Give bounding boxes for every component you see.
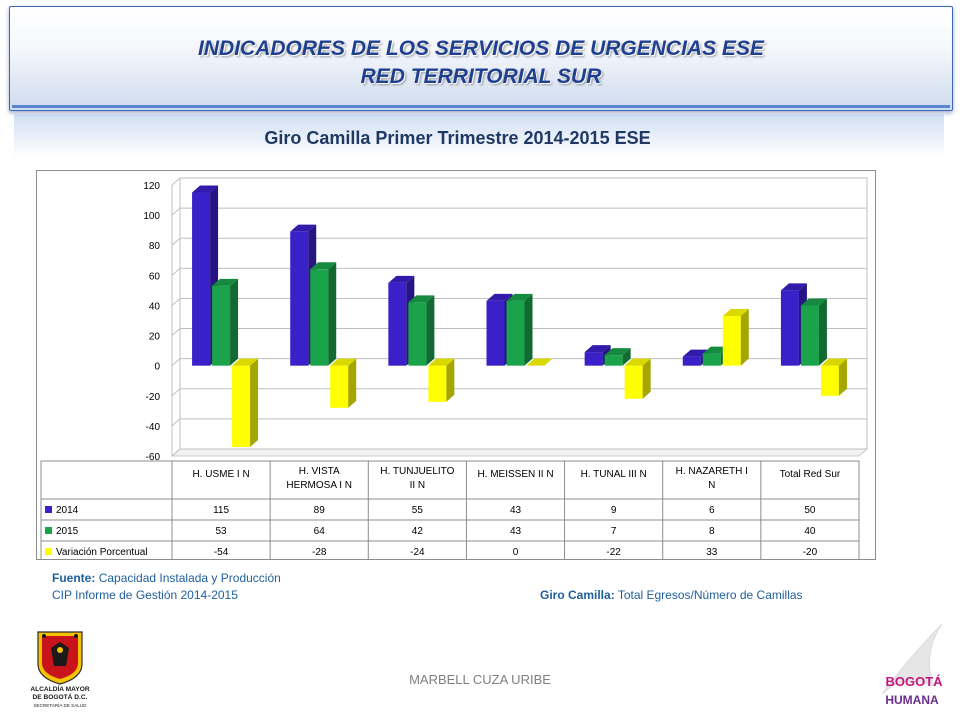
gridline-diagonal [171,418,181,427]
bar-variación-porcentual [722,308,749,366]
x-category-label: H. USME I N [192,469,249,480]
data-label: -22 [606,547,621,558]
banner-underline [12,105,950,108]
bar-variación-porcentual [330,358,357,408]
y-tick-label: 100 [143,211,160,222]
legend-key [45,506,52,513]
page-subtitle: RED TERRITORIAL SUR [360,65,602,88]
x-category-label: Total Red Sur [780,469,841,480]
data-label: 43 [510,505,522,516]
y-tick-label: 80 [149,241,161,252]
page-curl-icon: BOGOTÁ HUMANA [816,623,950,716]
data-label: 89 [314,505,326,516]
x-category-label: II N [410,480,426,491]
bar-variación-porcentual [526,358,553,366]
chart-floor [170,448,869,457]
source-note: Fuente: Capacidad Instalada y Producción [52,571,281,585]
logo-left-line1: ALCALDÍA MAYOR [30,684,89,693]
gridline-diagonal [171,388,181,397]
gridline-diagonal [171,328,181,336]
formula-note: Giro Camilla: Total Egresos/Número de Ca… [540,588,803,602]
data-label: 50 [804,505,816,516]
gridline-diagonal [171,267,181,276]
data-label: 55 [412,505,424,516]
legend-key [45,527,52,534]
data-label: 42 [412,526,424,537]
y-tick-label: -40 [146,422,161,433]
chart-area: -60 -40 -20 0 20 40 60 80 100 120 H. USME I N H. VI… [36,170,876,563]
data-label: 64 [314,526,326,537]
data-label: 40 [804,526,816,537]
bar-2015 [800,298,827,366]
legend-label: Variación Porcentual [56,547,148,558]
y-tick-label: 60 [149,271,161,282]
y-tick-label: 40 [149,301,161,312]
data-label: -28 [312,547,327,558]
bar-2015 [408,295,435,366]
bogota-humana-logo: BOGOTÁ HUMANA [812,623,954,716]
bar-variación-porcentual [232,358,259,447]
y-tick-label: -20 [146,392,161,403]
data-label: -54 [214,547,229,558]
data-label: 7 [611,526,617,537]
y-tick-label: -60 [146,452,161,463]
y-tick-label: 20 [149,332,161,343]
gridline-diagonal [171,177,181,186]
title-banner: INDICADORES DE LOS SERVICIOS DE URGENCIA… [9,6,953,111]
x-category-label: H. TUNJUELITO [380,466,454,477]
author-name: MARBELL CUZA URIBE [409,672,551,687]
x-category-label: H. MEISSEN II N [477,469,553,480]
x-category-label: H. TUNAL III N [581,469,647,480]
logo-right-line1: BOGOTÁ [885,674,943,689]
report-note: CIP Informe de Gestión 2014-2015 [52,588,238,602]
page-title: INDICADORES DE LOS SERVICIOS DE URGENCIA… [198,37,764,60]
gridline-diagonal [171,358,181,367]
x-category-label: H. VISTA [299,466,340,477]
banner-glow [14,114,944,158]
formula-value: Total Egresos/Número de Camillas [617,588,803,602]
bar-2015 [212,278,239,366]
legend-key [45,548,52,555]
data-label: 9 [611,505,617,516]
data-label: 43 [510,526,522,537]
bar-variación-porcentual [820,358,847,396]
data-label: 33 [706,547,718,558]
y-tick-label: 120 [143,181,160,192]
bar-variación-porcentual [624,358,651,399]
source-value: Capacidad Instalada y Producción [98,571,281,585]
x-category-label: H. NAZARETH I [676,466,748,477]
data-label: 53 [216,526,228,537]
x-category-label: N [708,480,715,491]
logo-left-line3: SECRETARÍA DE SALUD [33,702,87,708]
bar-variación-porcentual [428,358,455,402]
data-label: 115 [213,505,229,516]
bar-2015 [604,348,631,366]
coat-of-arms-icon: ALCALDÍA MAYOR DE BOGOTÁ D.C. SECRETARÍA… [30,631,90,708]
formula-label: Giro Camilla: [540,588,615,602]
data-label: -20 [803,547,818,558]
data-label: 6 [709,505,715,516]
bar-2015 [310,262,337,366]
legend-label: 2014 [56,505,79,516]
alcaldia-logo: ALCALDÍA MAYOR DE BOGOTÁ D.C. SECRETARÍA… [20,628,100,710]
data-label: 0 [513,547,519,558]
gridline-diagonal [171,207,181,216]
data-label: 8 [709,526,715,537]
data-label: -24 [410,547,425,558]
logo-right-line2: HUMANA [885,693,939,707]
bar-2015 [506,293,533,366]
gridline-diagonal [171,448,181,457]
logo-left-line2: DE BOGOTÁ D.C. [33,692,88,701]
y-tick-label: 0 [154,362,160,373]
legend-label: 2015 [56,526,79,537]
chart-title: Giro Camilla Primer Trimestre 2014-2015 … [264,128,651,148]
source-label: Fuente: [52,571,96,585]
x-category-label: HERMOSA I N [286,480,352,491]
gridline-diagonal [171,237,181,246]
gridline-diagonal [171,298,181,306]
